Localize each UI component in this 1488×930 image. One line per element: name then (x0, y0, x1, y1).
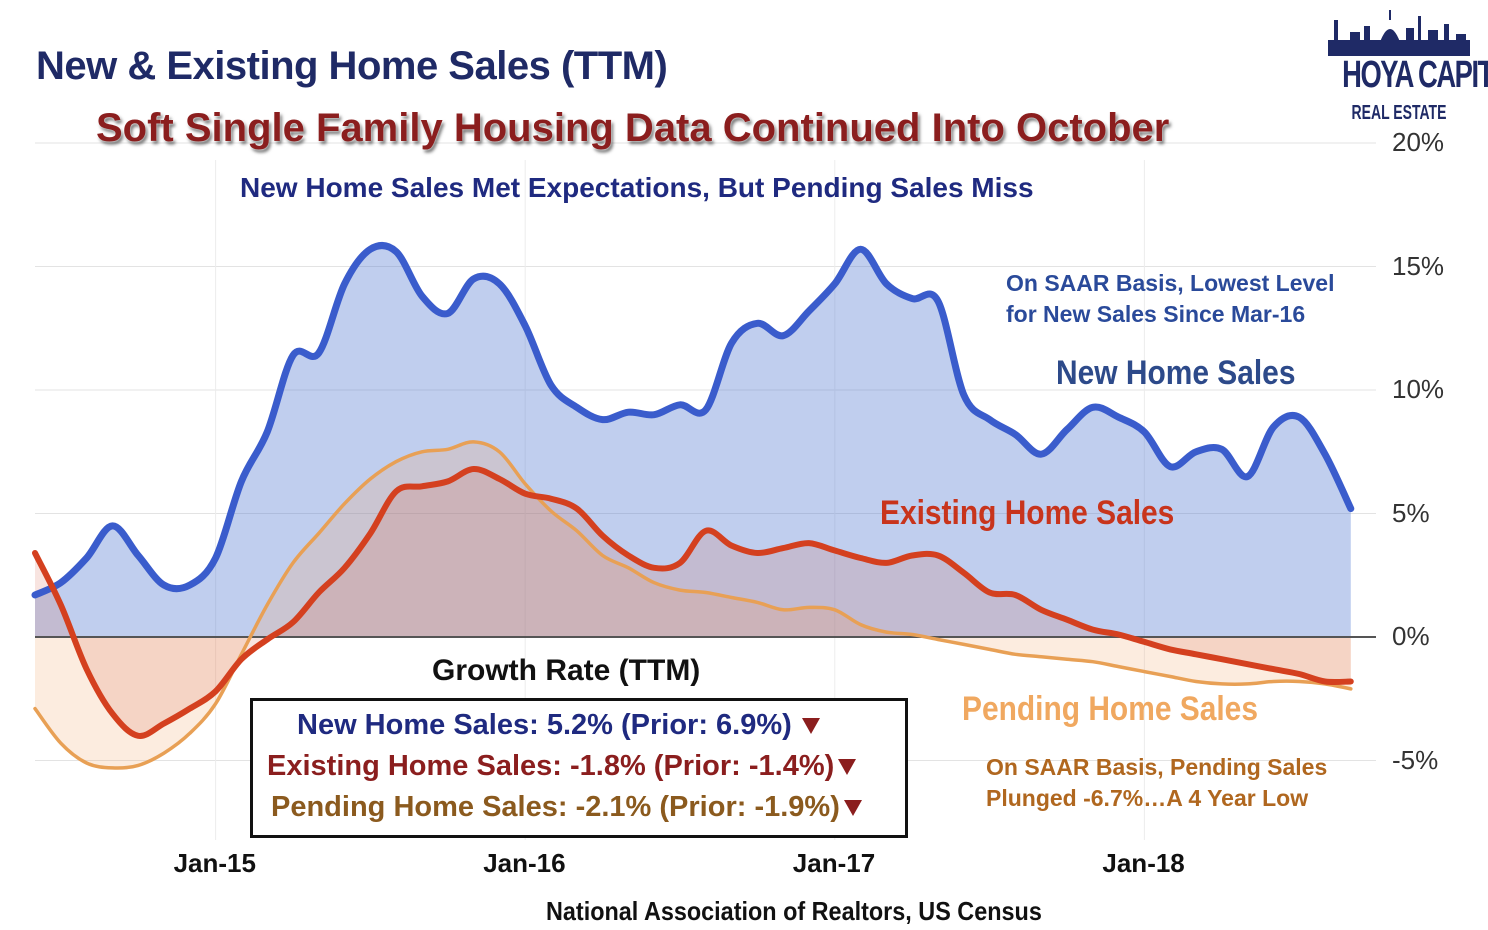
y-tick-label: -5% (1392, 744, 1439, 775)
y-tick-label: 20% (1392, 127, 1445, 157)
growth-rate-heading: Growth Rate (TTM) (432, 654, 701, 687)
series-label-existing: Existing Home Sales (880, 494, 1175, 532)
area-pending-home-sales (35, 441, 1351, 769)
new-sales-annotation-line2: for New Sales Since Mar-16 (1006, 301, 1306, 327)
x-tick-label: Jan-16 (483, 848, 566, 878)
logo-name: HOYA CAPITAL (1342, 54, 1488, 96)
growth-new-text: New Home Sales: 5.2% (Prior: 6.9%) (297, 709, 792, 741)
skyline-icon (1328, 10, 1470, 56)
x-tick-label: Jan-17 (792, 848, 876, 878)
line-pending-home-sales (33, 440, 1353, 770)
pending-sales-annotation: On SAAR Basis, Pending Sales Plunged -6.… (986, 752, 1327, 814)
source-credit: National Association of Realtors, US Cen… (546, 896, 1042, 926)
down-arrow-icon (801, 718, 820, 735)
x-tick-label: Jan-18 (1102, 848, 1185, 878)
series-label-new: New Home Sales (1056, 354, 1296, 392)
logo-subname: REAL ESTATE (1351, 102, 1447, 124)
chart-subsubtitle: New Home Sales Met Expectations, But Pen… (240, 172, 1034, 203)
growth-rate-box: New Home Sales: 5.2% (Prior: 6.9%) Exist… (250, 698, 908, 838)
series-label-pending: Pending Home Sales (962, 690, 1258, 728)
growth-pending-line: Pending Home Sales: -2.1% (Prior: -1.9%) (271, 791, 862, 824)
pending-sales-annotation-line1: On SAAR Basis, Pending Sales (986, 754, 1328, 780)
x-tick-label: Jan-15 (173, 848, 256, 878)
y-tick-label: 5% (1392, 497, 1430, 528)
y-tick-label: 10% (1392, 374, 1445, 404)
line-existing-home-sales (32, 466, 1354, 739)
pending-sales-annotation-line2: Plunged -6.7%…A 4 Year Low (986, 785, 1309, 811)
line-new-home-sales (31, 242, 1355, 599)
y-tick-label: 15% (1392, 250, 1445, 281)
growth-pending-text: Pending Home Sales: -2.1% (Prior: -1.9%) (271, 791, 840, 823)
down-arrow-icon (843, 800, 862, 817)
down-arrow-icon (838, 759, 857, 776)
new-sales-annotation-line1: On SAAR Basis, Lowest Level (1006, 270, 1335, 296)
area-existing-home-sales (35, 468, 1351, 736)
new-sales-annotation: On SAAR Basis, Lowest Level for New Sale… (1006, 268, 1334, 330)
growth-new-line: New Home Sales: 5.2% (Prior: 6.9%) (297, 709, 820, 742)
chart-title: New & Existing Home Sales (TTM) (36, 44, 668, 88)
hoya-capital-logo: HOYA CAPITAL REAL ESTATE (1320, 10, 1488, 126)
growth-existing-text: Existing Home Sales: -1.8% (Prior: -1.4%… (267, 750, 835, 782)
series-lines (31, 242, 1355, 770)
y-tick-label: 0% (1392, 621, 1430, 651)
chart-subtitle: Soft Single Family Housing Data Continue… (96, 106, 1170, 150)
growth-existing-line: Existing Home Sales: -1.8% (Prior: -1.4%… (267, 750, 857, 783)
